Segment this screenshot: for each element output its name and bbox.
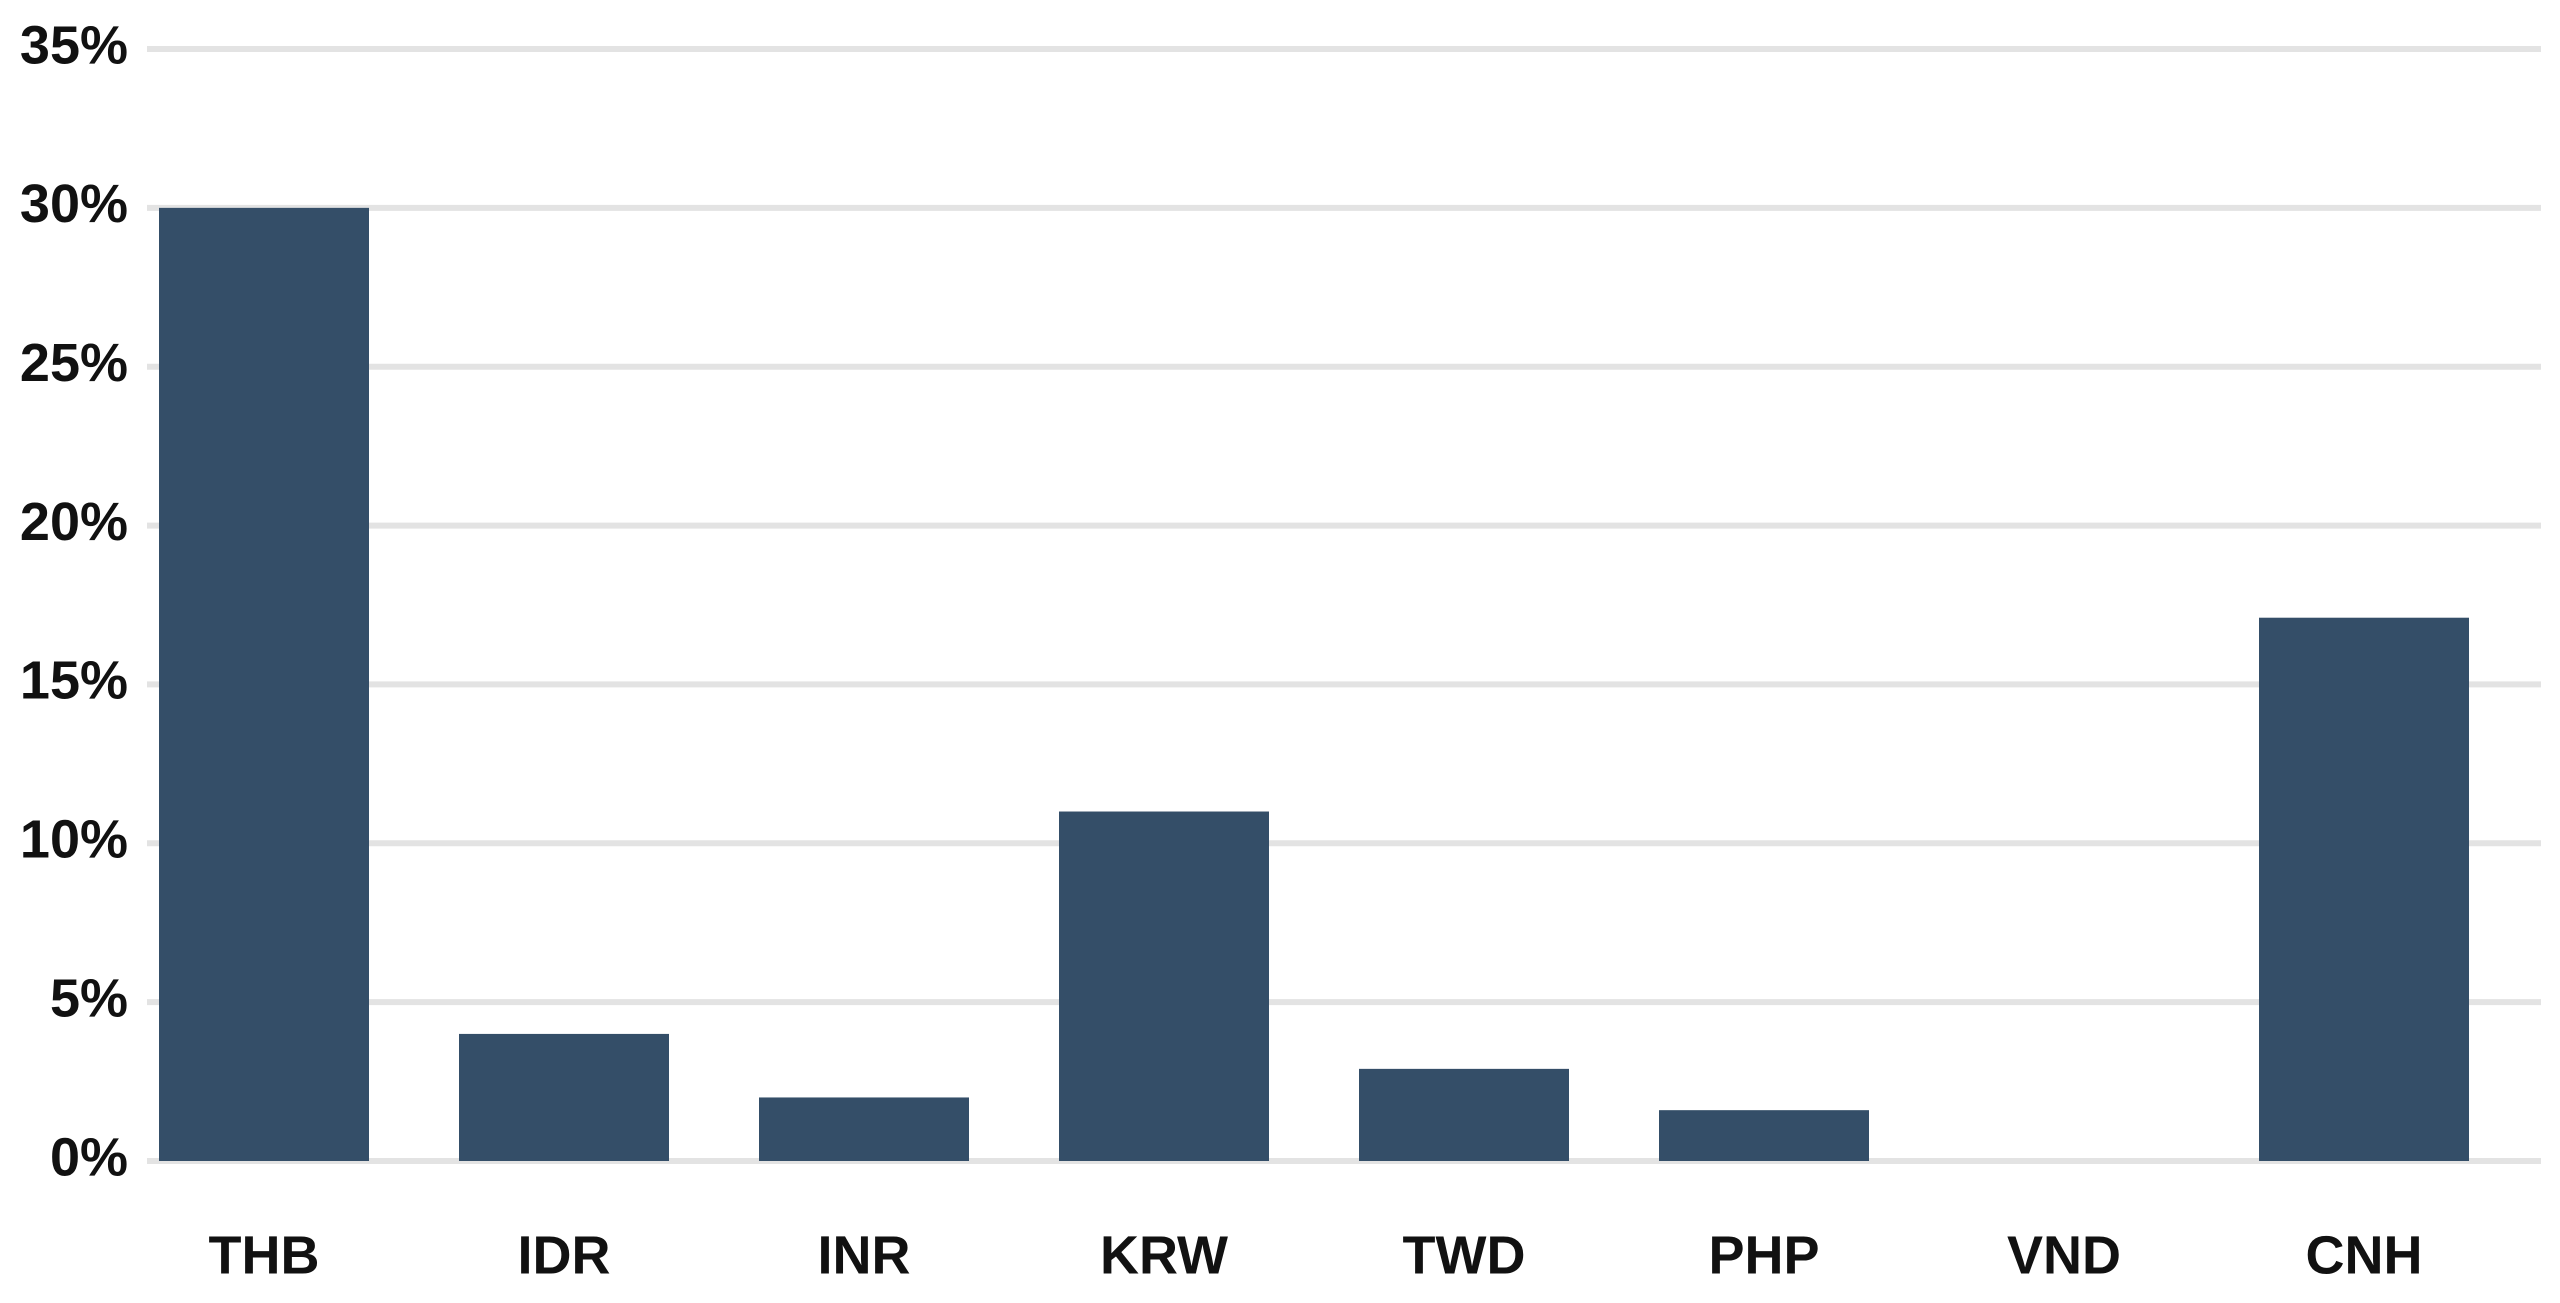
bar: [2259, 617, 2469, 1161]
bar: [759, 1097, 969, 1161]
y-tick-label: 15%: [20, 651, 128, 711]
bar: [1359, 1068, 1569, 1161]
x-tick-label: TWD: [1403, 1225, 1526, 1285]
bar: [159, 207, 369, 1161]
bar: [1059, 811, 1269, 1161]
y-tick-label: 10%: [20, 810, 128, 870]
bar: [1659, 1110, 1869, 1161]
x-tick-label: CNH: [2306, 1225, 2423, 1285]
y-tick-label: 35%: [20, 15, 128, 75]
y-tick-label: 20%: [20, 492, 128, 552]
x-tick-label: KRW: [1100, 1225, 1228, 1285]
x-tick-label: INR: [818, 1225, 911, 1285]
x-tick-label: THB: [209, 1225, 320, 1285]
x-tick-label: IDR: [518, 1225, 611, 1285]
x-tick-label: VND: [2007, 1225, 2121, 1285]
x-tick-label: PHP: [1708, 1225, 1819, 1285]
y-tick-label: 25%: [20, 333, 128, 393]
y-tick-label: 30%: [20, 174, 128, 234]
bar: [459, 1033, 669, 1161]
y-tick-label: 0%: [50, 1127, 128, 1187]
y-tick-label: 5%: [50, 968, 128, 1028]
